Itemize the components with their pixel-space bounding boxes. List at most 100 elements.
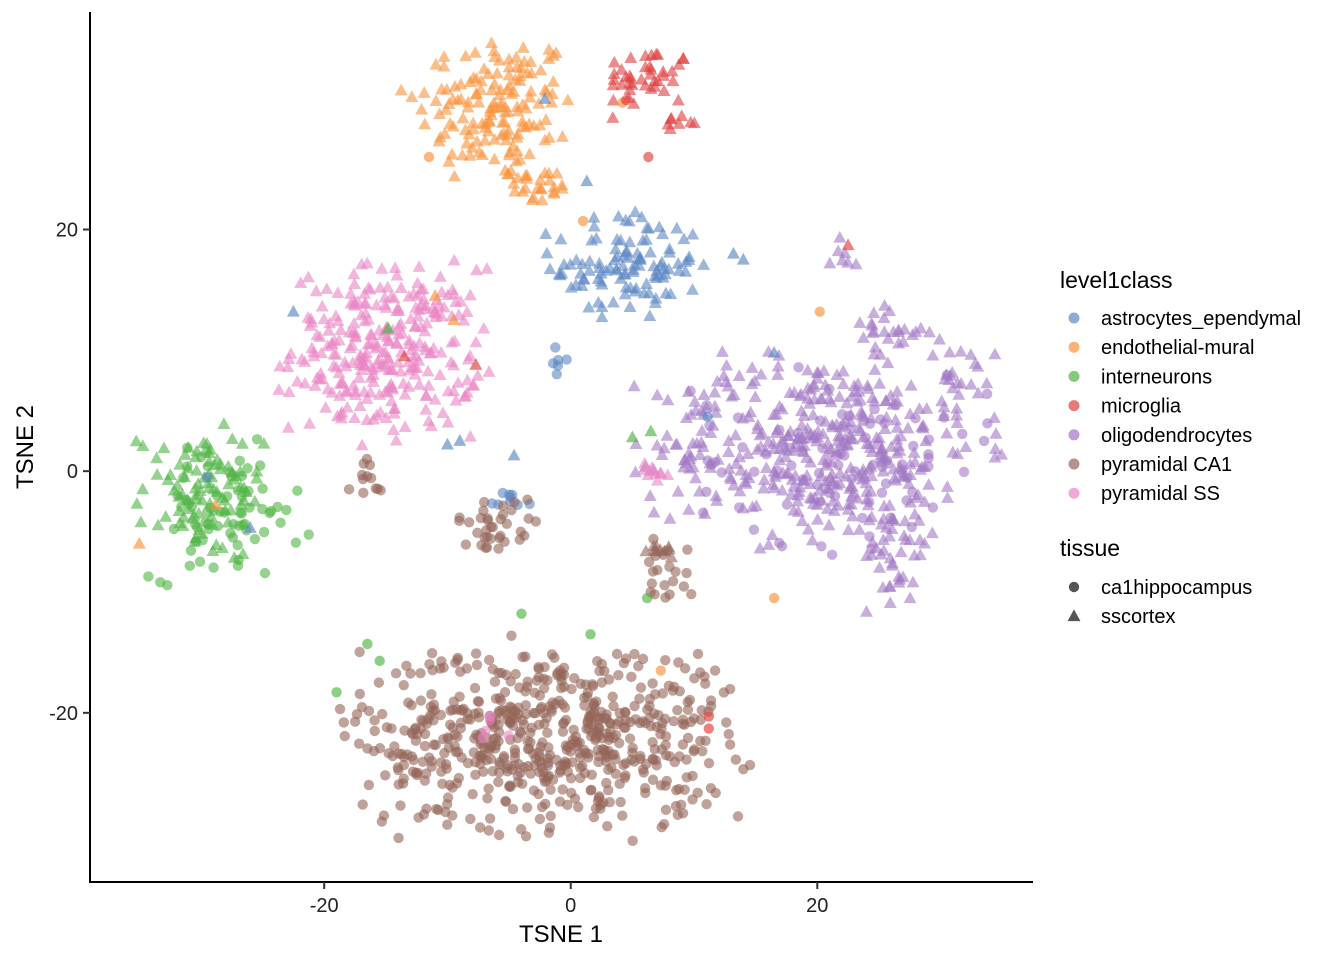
data-point [651, 473, 664, 486]
data-point [722, 445, 736, 458]
data-point [203, 523, 214, 535]
data-point [354, 363, 368, 375]
legend-label: sscortex [1101, 606, 1175, 628]
data-point [499, 686, 511, 698]
data-point [741, 447, 755, 459]
data-point [506, 504, 517, 516]
data-point [883, 580, 897, 592]
data-point [980, 376, 994, 389]
data-point [428, 699, 440, 710]
data-point [626, 671, 637, 683]
data-point [940, 426, 954, 439]
data-point [469, 335, 483, 348]
data-point [428, 392, 442, 405]
data-point [159, 510, 173, 522]
data-point [583, 254, 597, 267]
data-point [437, 50, 451, 62]
data-point [440, 83, 454, 95]
data-point [945, 366, 959, 378]
data-point [817, 443, 828, 454]
data-point [398, 387, 412, 400]
data-point [672, 809, 684, 821]
data-point [715, 345, 729, 357]
data-point [580, 174, 594, 187]
data-point [339, 359, 353, 372]
data-point [348, 277, 361, 290]
data-point [502, 68, 516, 81]
data-point [710, 494, 724, 506]
data-point [823, 256, 837, 269]
data-point [623, 83, 637, 96]
data-point [697, 507, 709, 518]
data-point [568, 673, 580, 684]
data-point [178, 472, 189, 484]
data-point [535, 193, 549, 206]
data-point [771, 465, 783, 476]
data-point [465, 813, 476, 825]
data-point [432, 299, 446, 311]
data-point [663, 512, 677, 524]
data-point [594, 791, 605, 802]
data-point [899, 533, 913, 545]
data-point [305, 315, 319, 328]
data-point [660, 804, 672, 816]
data-point [320, 282, 334, 295]
data-point [417, 756, 429, 768]
data-point [524, 84, 538, 97]
data-point [890, 384, 904, 397]
data-point [964, 348, 978, 360]
data-point [697, 745, 708, 757]
data-point [358, 297, 372, 309]
data-point [482, 365, 496, 377]
data-point [774, 424, 785, 436]
data-point [892, 336, 906, 349]
data-point [686, 588, 697, 600]
data-point [390, 337, 404, 349]
data-point [682, 704, 694, 715]
data-point [635, 753, 646, 765]
data-point [497, 500, 509, 512]
data-point [950, 408, 964, 421]
data-point [501, 669, 512, 681]
data-point [507, 177, 521, 189]
data-point [906, 575, 920, 588]
data-point [194, 556, 206, 567]
data-point [352, 371, 366, 383]
data-point [696, 440, 710, 452]
data-point [483, 105, 497, 117]
data-point [614, 272, 628, 284]
data-point [626, 265, 640, 278]
data-point [334, 703, 346, 715]
data-point [235, 437, 249, 449]
data-point [501, 128, 514, 141]
data-point [439, 747, 450, 759]
data-point [860, 432, 871, 443]
data-point [836, 409, 848, 420]
data-point [301, 270, 315, 283]
data-point [826, 549, 838, 560]
data-point [733, 450, 747, 463]
data-point [273, 359, 287, 372]
data-point [217, 417, 231, 429]
data-point [619, 213, 633, 226]
data-point [416, 714, 427, 726]
data-point [357, 473, 369, 485]
data-point [841, 238, 855, 251]
data-point [417, 292, 431, 305]
data-point [734, 502, 745, 513]
data-point [272, 383, 286, 395]
data-point [716, 467, 727, 478]
data-point [608, 253, 622, 265]
data-point [815, 392, 829, 405]
shape-legend-entry: ca1hippocampus [1068, 577, 1252, 599]
data-point [454, 92, 468, 105]
data-point [682, 253, 696, 266]
data-point [298, 376, 312, 389]
data-point [275, 517, 286, 528]
data-point [624, 51, 638, 63]
data-point [514, 682, 525, 693]
data-point [672, 117, 686, 129]
data-point [685, 716, 697, 728]
data-point [845, 480, 859, 493]
data-point [786, 460, 797, 471]
